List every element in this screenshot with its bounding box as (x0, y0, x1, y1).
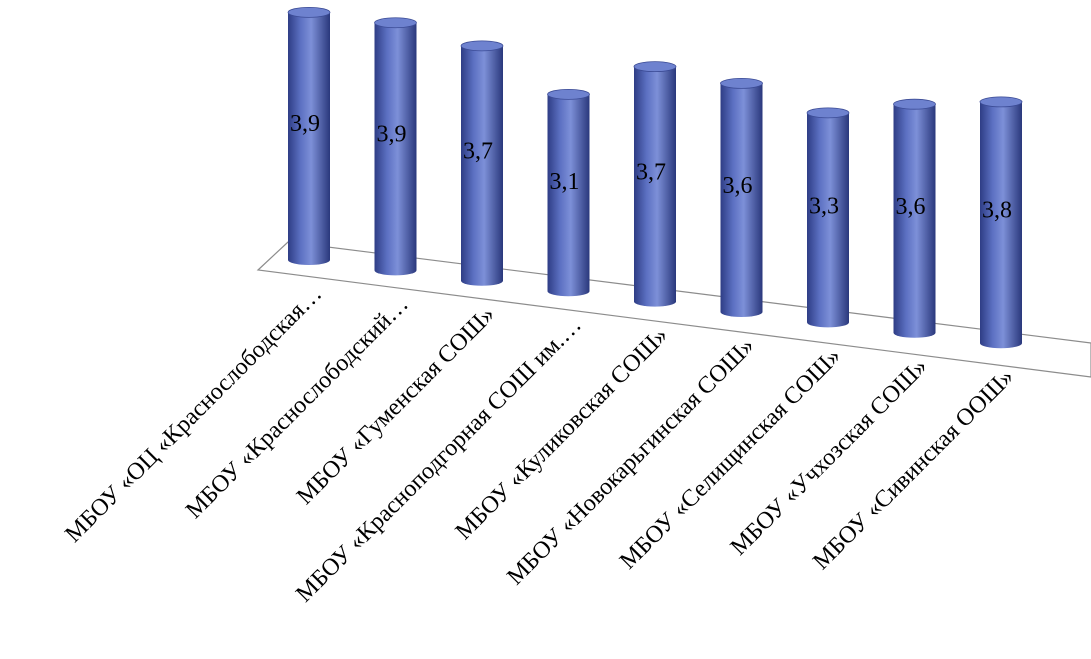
data-label: 3,8 (982, 198, 1012, 224)
data-label: 3,1 (550, 169, 580, 195)
bar-3 (460, 40, 504, 286)
bar-top (720, 78, 763, 89)
data-label: 3,9 (377, 122, 407, 148)
bar-5 (633, 61, 677, 307)
bar-body (288, 12, 330, 265)
category-label: МБОУ «Учхозская СОШ» (726, 354, 933, 561)
bar-7 (806, 107, 850, 328)
data-label: 3,7 (463, 139, 493, 165)
bar-top (374, 17, 417, 29)
bar-6 (720, 78, 763, 318)
bar-body (461, 45, 503, 286)
bar-2 (374, 17, 417, 276)
bar-1 (287, 6, 331, 265)
bar-body (893, 104, 936, 338)
bar-top (979, 96, 1023, 108)
bar-8 (893, 98, 936, 338)
bar-body (980, 101, 1022, 349)
bar-body (547, 94, 590, 297)
bar-top (287, 6, 331, 18)
bar-9 (979, 96, 1023, 349)
bar-top (547, 88, 590, 100)
bar-body (374, 22, 417, 276)
data-label: 3,7 (636, 159, 666, 185)
category-label: МБОУ «Гуменская СОШ» (292, 302, 500, 510)
category-label: МБОУ «Сивинская ООШ» (808, 364, 1019, 575)
bar-body (807, 112, 849, 328)
bar-4 (547, 88, 590, 297)
bar-body (634, 66, 676, 307)
data-label: 3,9 (290, 111, 320, 137)
bar-body (720, 83, 763, 318)
data-label: 3,6 (723, 173, 753, 199)
bar-top (893, 98, 936, 110)
data-label: 3,6 (896, 194, 926, 220)
bar-top (806, 107, 850, 119)
bar-top (460, 40, 504, 52)
bar-top (633, 61, 677, 73)
data-label: 3,3 (809, 193, 839, 219)
